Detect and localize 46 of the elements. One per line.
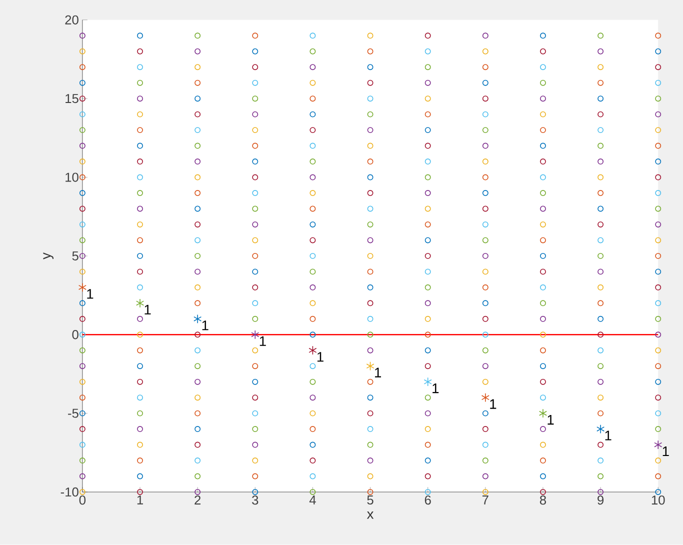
x-axis-title: x bbox=[366, 512, 374, 519]
point bbox=[367, 158, 374, 165]
point bbox=[424, 253, 431, 260]
y-tick-label: 10 bbox=[66, 172, 78, 182]
point bbox=[367, 268, 374, 275]
y-tick-label: 5 bbox=[72, 252, 78, 261]
point bbox=[310, 253, 316, 260]
point bbox=[424, 142, 431, 149]
x-tick-label: 2 bbox=[194, 496, 201, 505]
annotation: 1 bbox=[144, 304, 151, 315]
x-tick-label: 3 bbox=[252, 496, 258, 505]
y-tick-label: -5 bbox=[68, 408, 78, 418]
point bbox=[424, 363, 431, 370]
y-tick-label: 15 bbox=[66, 94, 78, 104]
y-tick-label: 0 bbox=[72, 330, 78, 340]
point bbox=[367, 48, 374, 54]
annotation: 1 bbox=[432, 384, 439, 394]
annotation: 1 bbox=[662, 446, 669, 456]
x-tick-label: 8 bbox=[540, 496, 546, 505]
annotation: 1 bbox=[260, 336, 266, 346]
x-tick-label: 4 bbox=[309, 496, 316, 504]
point bbox=[310, 32, 316, 39]
y-tick-label: 20 bbox=[65, 15, 78, 25]
annotation: 1 bbox=[605, 430, 612, 440]
x-tick-label: 0 bbox=[79, 496, 86, 505]
annotation: 1 bbox=[490, 399, 496, 409]
point bbox=[367, 378, 374, 385]
x-tick-label: 6 bbox=[424, 496, 431, 505]
annotation: 1 bbox=[317, 352, 324, 362]
x-tick-label: 1 bbox=[137, 496, 143, 504]
annotation: 1 bbox=[202, 320, 208, 330]
y-axis-title: y bbox=[43, 252, 54, 260]
annotation: 1 bbox=[375, 368, 382, 378]
point bbox=[424, 32, 431, 39]
y-tick-label: -10 bbox=[60, 488, 78, 497]
annotation: 1 bbox=[548, 415, 554, 425]
x-tick-label: 9 bbox=[598, 496, 604, 505]
x-tick-label: 10 bbox=[652, 496, 665, 505]
x-tick-label: 7 bbox=[482, 496, 488, 504]
x-tick-label: 5 bbox=[367, 496, 374, 505]
point bbox=[310, 363, 316, 370]
annotation: 1 bbox=[87, 289, 94, 299]
point bbox=[367, 489, 374, 496]
point bbox=[424, 473, 431, 480]
point bbox=[310, 473, 316, 480]
point bbox=[310, 142, 316, 149]
